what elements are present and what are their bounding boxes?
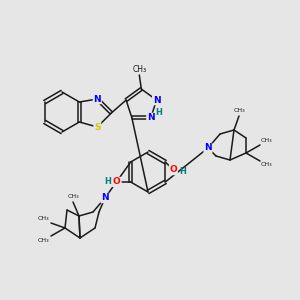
Text: N: N: [153, 96, 160, 105]
Text: CH₃: CH₃: [260, 139, 272, 143]
Text: H: H: [104, 176, 111, 185]
Text: H: H: [179, 167, 186, 176]
Text: CH₃: CH₃: [260, 163, 272, 167]
Text: O: O: [113, 178, 121, 187]
Text: S: S: [94, 122, 101, 131]
Text: CH₃: CH₃: [37, 217, 49, 221]
Text: N: N: [147, 113, 154, 122]
Text: CH₃: CH₃: [37, 238, 49, 242]
Text: CH₃: CH₃: [233, 107, 245, 112]
Text: N: N: [101, 194, 109, 202]
Text: O: O: [169, 166, 177, 175]
Text: N: N: [94, 94, 101, 103]
Text: CH₃: CH₃: [132, 64, 146, 74]
Text: H: H: [155, 108, 162, 117]
Text: N: N: [204, 143, 212, 152]
Text: CH₃: CH₃: [67, 194, 79, 199]
